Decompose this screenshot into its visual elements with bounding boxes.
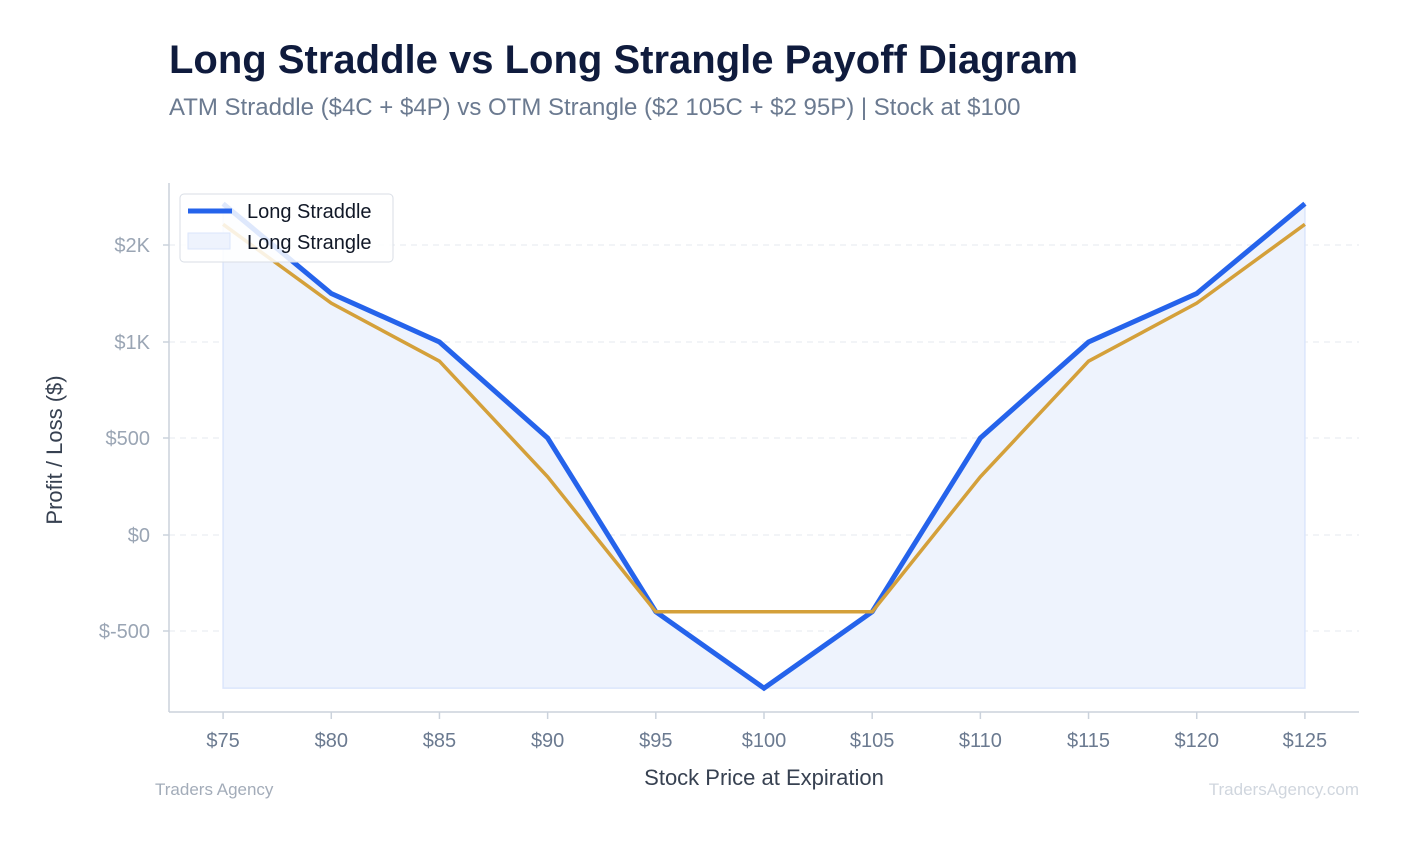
chart-subtitle: ATM Straddle ($4C + $4P) vs OTM Strangle… xyxy=(169,94,1021,121)
footer-website: TradersAgency.com xyxy=(1208,780,1359,799)
x-tick-label: $100 xyxy=(742,730,787,752)
straddle-line xyxy=(221,201,1307,692)
axes xyxy=(163,183,1359,719)
legend-box xyxy=(179,193,394,263)
strangle-line xyxy=(222,222,1306,614)
y-tick-label: $1K xyxy=(114,332,150,354)
x-tick-label: $95 xyxy=(639,730,672,752)
y-tick-label: $-500 xyxy=(99,621,150,643)
legend-swatch-strangle xyxy=(187,232,231,250)
x-tick-label: $120 xyxy=(1174,730,1219,752)
axis-titles: Stock Price at Expiration Profit / Loss … xyxy=(42,375,884,790)
x-tick-label: $125 xyxy=(1283,730,1328,752)
y-tick-label: $2K xyxy=(114,235,150,257)
y-tick-label: $0 xyxy=(128,525,150,547)
x-tick-label: $115 xyxy=(1067,730,1110,752)
y-axis-title: Profit / Loss ($) xyxy=(42,375,67,524)
straddle-fill-area xyxy=(222,202,1306,690)
x-axis-title: Stock Price at Expiration xyxy=(644,765,884,790)
y-tick-label: $500 xyxy=(106,428,151,450)
legend-label-straddle: Long Straddle xyxy=(247,201,372,223)
legend-label-strangle: Long Strangle xyxy=(247,232,372,254)
x-tick-label: $75 xyxy=(206,730,239,752)
x-tick-label: $90 xyxy=(531,730,564,752)
x-tick-label: $105 xyxy=(850,730,895,752)
footer-brand: Traders Agency xyxy=(155,780,274,799)
legend: Long Straddle Long Strangle xyxy=(179,193,394,263)
x-tick-label: $85 xyxy=(423,730,456,752)
series-lines xyxy=(221,201,1307,692)
x-tick-label: $110 xyxy=(959,730,1002,752)
chart-title: Long Straddle vs Long Strangle Payoff Di… xyxy=(169,38,1079,82)
straddle-fill xyxy=(222,202,1306,690)
x-tick-label: $80 xyxy=(315,730,348,752)
tick-labels: $-500 $0 $500 $1K $2K $75 $80 $85 $90 $95 $100 $105… xyxy=(99,235,1327,752)
